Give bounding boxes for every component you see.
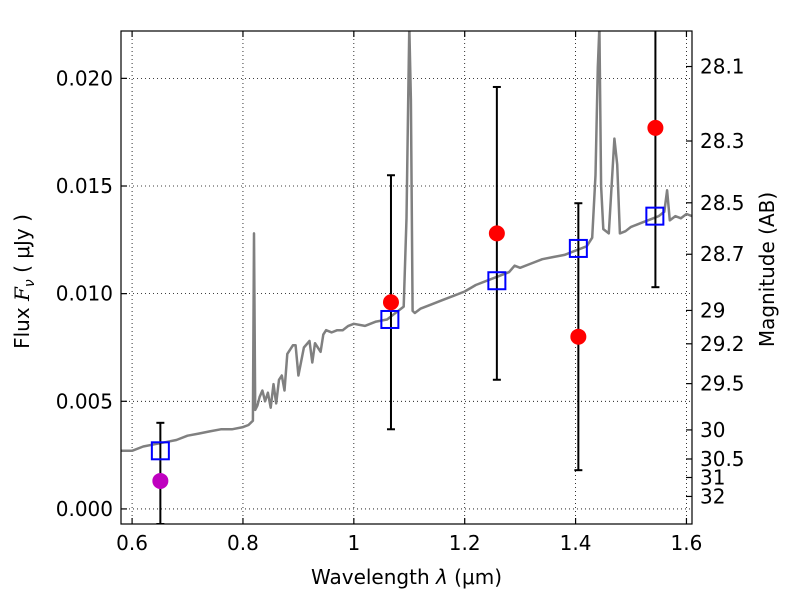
y-axis-label-prefix: Flux [10, 301, 34, 349]
plot-frame [120, 30, 693, 525]
y2-tick-label: 29 [700, 298, 725, 322]
x-tick-label: 1.6 [671, 531, 703, 555]
y2-tick-label: 31 [700, 465, 725, 489]
y-tick-label: 0.015 [56, 174, 113, 198]
axis-labels: Wavelength λ (μm) Flux Fν ( μJy ) Magnit… [10, 192, 779, 589]
x-tick-label: 0.6 [116, 531, 148, 555]
x-tick-label: 1.2 [449, 531, 481, 555]
observed-point [152, 472, 169, 489]
y2-tick-label: 32 [700, 484, 725, 508]
y2-tick-label: 28.7 [700, 242, 745, 266]
model-point [487, 271, 507, 291]
y-axis-label-subscript: ν [22, 279, 38, 287]
y-tick-label: 0.020 [56, 66, 113, 90]
observed-photometry-points [152, 119, 664, 489]
model-point [380, 309, 400, 329]
y2-tick-label: 30.5 [700, 447, 745, 471]
model-photometry-points [150, 206, 665, 461]
x-tick-label: 1.4 [560, 531, 592, 555]
y-axis-label: Flux Fν ( μJy ) [10, 214, 38, 349]
y2-tick-label: 28.3 [700, 129, 745, 153]
model-point [568, 238, 588, 258]
y2-tick-label: 29.2 [700, 332, 745, 356]
model-point [150, 441, 170, 461]
x-axis-label-unit: (μm) [448, 565, 502, 589]
y2-tick-label: 28.1 [700, 55, 745, 79]
grid [121, 31, 692, 524]
observed-point [382, 294, 399, 311]
model-point [645, 206, 665, 226]
y2-tick-label: 30 [700, 418, 725, 442]
y-axis-label-unit: ( μJy ) [10, 214, 34, 279]
y2-tick-label: 29.5 [700, 372, 745, 396]
x-axis-label-symbol: λ [435, 565, 448, 589]
x-axis-label-prefix: Wavelength [311, 565, 436, 589]
axis-ticks: 0.6 0.8 1 1.2 1.4 1.6 0.000 0.005 0.010 0.015 0.02… [56, 31, 745, 555]
x-axis-label: Wavelength λ (μm) [311, 565, 502, 589]
y2-axis-label: Magnitude (AB) [755, 192, 779, 347]
observed-point [488, 225, 505, 242]
y-tick-label: 0.005 [56, 389, 113, 413]
y-tick-label: 0.010 [56, 282, 113, 306]
model-spectrum-line [121, 31, 692, 453]
observed-point [647, 119, 664, 136]
x-tick-label: 1 [347, 531, 360, 555]
y-tick-label: 0.000 [56, 497, 113, 521]
observed-point [570, 328, 587, 345]
x-tick-label: 0.8 [227, 531, 259, 555]
y2-tick-label: 28.5 [700, 191, 745, 215]
model-spectrum [121, 31, 692, 453]
y-axis-label-symbol: F [10, 286, 34, 302]
